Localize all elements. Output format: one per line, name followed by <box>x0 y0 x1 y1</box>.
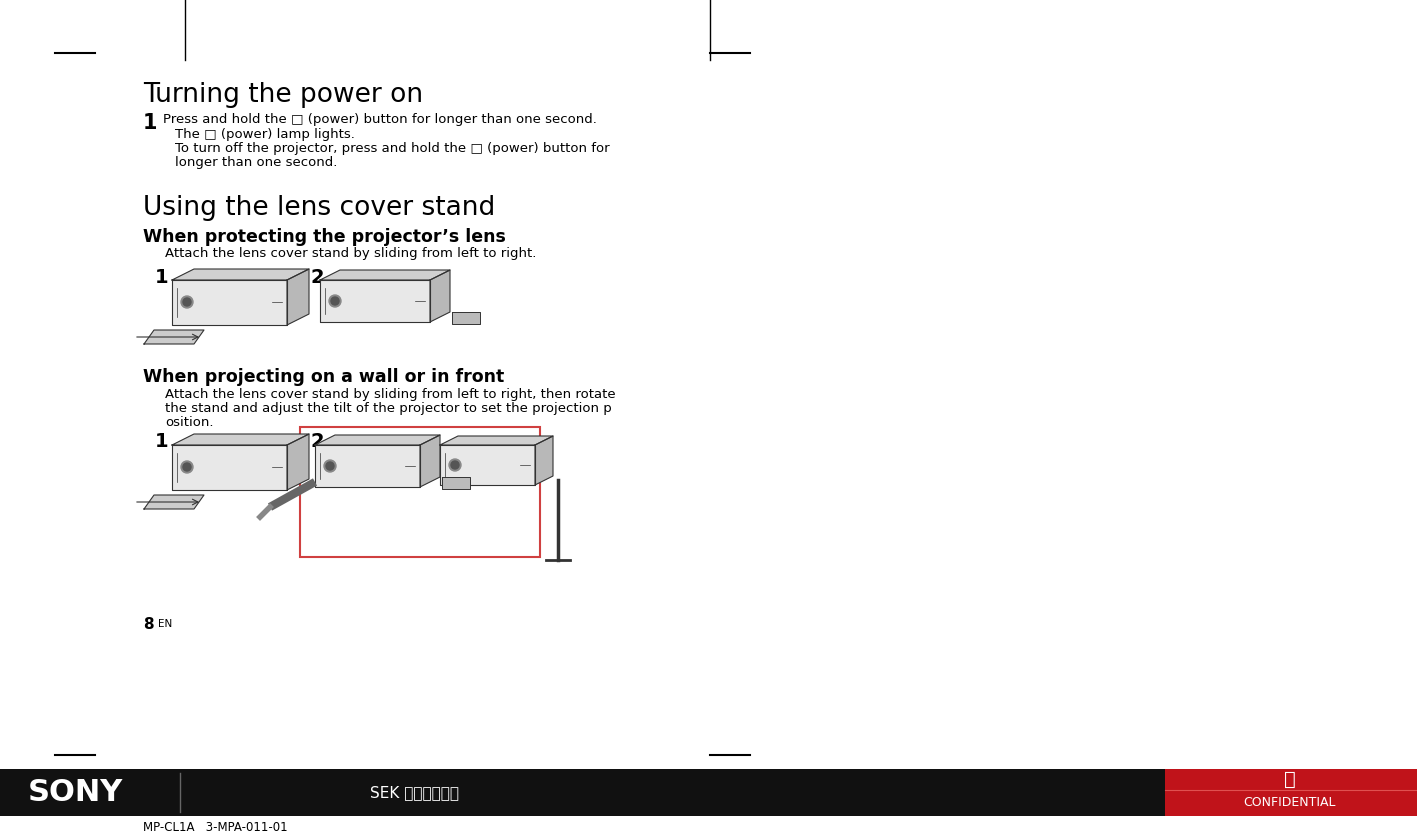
Bar <box>300 427 540 557</box>
Text: To turn off the projector, press and hold the □ (power) button for: To turn off the projector, press and hol… <box>176 142 609 155</box>
Text: SONY: SONY <box>28 778 123 807</box>
Circle shape <box>332 297 339 305</box>
Polygon shape <box>315 435 441 445</box>
Circle shape <box>181 461 193 473</box>
Polygon shape <box>145 330 204 344</box>
Text: 秘: 秘 <box>1284 770 1297 789</box>
Text: When protecting the projector’s lens: When protecting the projector’s lens <box>143 228 506 246</box>
Polygon shape <box>145 495 204 509</box>
Polygon shape <box>171 434 309 445</box>
Circle shape <box>449 459 461 471</box>
Polygon shape <box>315 445 419 487</box>
Polygon shape <box>288 269 309 325</box>
Text: MP-CL1A   3-MPA-011-01: MP-CL1A 3-MPA-011-01 <box>143 821 288 834</box>
Polygon shape <box>442 477 470 489</box>
Polygon shape <box>429 270 451 322</box>
Circle shape <box>183 298 191 306</box>
Text: The □ (power) lamp lights.: The □ (power) lamp lights. <box>176 128 354 141</box>
Text: SEK 設計・技術部: SEK 設計・技術部 <box>370 785 459 800</box>
Text: CONFIDENTIAL: CONFIDENTIAL <box>1244 796 1336 809</box>
Polygon shape <box>441 445 536 485</box>
Circle shape <box>324 460 336 472</box>
Text: longer than one second.: longer than one second. <box>176 156 337 169</box>
Circle shape <box>183 463 191 471</box>
Bar <box>0 769 1417 816</box>
Polygon shape <box>320 270 451 280</box>
Polygon shape <box>452 312 480 324</box>
Text: 8: 8 <box>143 617 153 632</box>
Polygon shape <box>419 435 441 487</box>
Text: 1: 1 <box>154 268 169 287</box>
Text: Using the lens cover stand: Using the lens cover stand <box>143 195 496 221</box>
Text: Attach the lens cover stand by sliding from left to right.: Attach the lens cover stand by sliding f… <box>164 247 537 260</box>
Polygon shape <box>171 280 288 325</box>
Text: 2: 2 <box>310 432 323 451</box>
Polygon shape <box>536 436 553 485</box>
Polygon shape <box>288 434 309 490</box>
Text: osition.: osition. <box>164 416 214 429</box>
Circle shape <box>451 461 459 469</box>
Text: Attach the lens cover stand by sliding from left to right, then rotate: Attach the lens cover stand by sliding f… <box>164 388 615 401</box>
Text: the stand and adjust the tilt of the projector to set the projection p: the stand and adjust the tilt of the pro… <box>164 402 612 415</box>
Text: When projecting on a wall or in front: When projecting on a wall or in front <box>143 368 504 386</box>
Circle shape <box>181 296 193 308</box>
Polygon shape <box>441 436 553 445</box>
Polygon shape <box>320 280 429 322</box>
Text: 1: 1 <box>143 113 157 133</box>
Circle shape <box>326 462 334 470</box>
Polygon shape <box>171 445 288 490</box>
Bar <box>1165 769 1417 816</box>
Text: 1: 1 <box>154 432 169 451</box>
Text: Turning the power on: Turning the power on <box>143 82 424 108</box>
Polygon shape <box>171 269 309 280</box>
Text: Press and hold the □ (power) button for longer than one second.: Press and hold the □ (power) button for … <box>163 113 597 126</box>
Circle shape <box>329 295 341 307</box>
Text: 2: 2 <box>310 268 323 287</box>
Text: EN: EN <box>159 619 173 629</box>
